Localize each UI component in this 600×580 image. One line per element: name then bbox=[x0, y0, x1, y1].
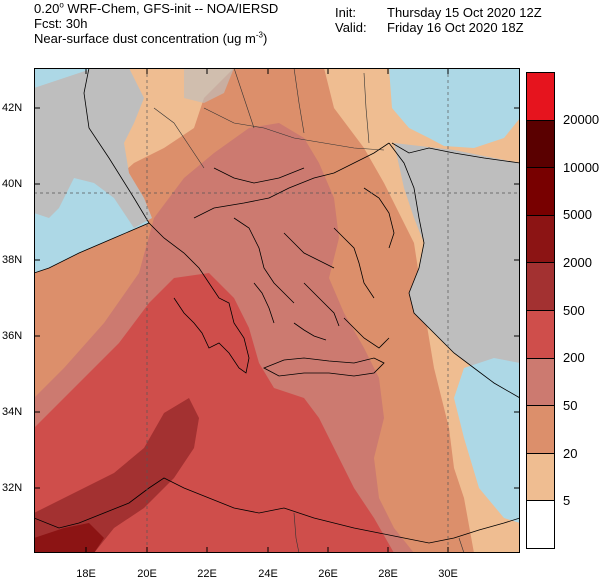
colorbar-swatch-3 bbox=[527, 215, 554, 264]
lat-label-38n: 38N bbox=[2, 254, 23, 266]
lon-label-24e: 24E bbox=[258, 568, 278, 580]
lat-label-36n: 36N bbox=[2, 330, 23, 342]
forecast-hour: Fcst: 30h bbox=[34, 16, 88, 31]
colorbar-label-50: 50 bbox=[563, 398, 578, 413]
unit-exponent: -3 bbox=[255, 30, 263, 40]
lon-label-26e: 26E bbox=[318, 568, 338, 580]
dust-concentration-map bbox=[34, 68, 520, 553]
init-time: Init: Thursday 15 Oct 2020 12Z bbox=[335, 5, 542, 20]
sea-black bbox=[389, 68, 520, 148]
model-title: 0.20o WRF-Chem, GFS-init -- NOA/IERSD bbox=[34, 1, 278, 16]
lon-label-30e: 30E bbox=[438, 568, 458, 580]
lat-label-42n: 42N bbox=[2, 102, 23, 114]
lon-label-20e: 20E bbox=[137, 568, 157, 580]
colorbar-swatch-0 bbox=[527, 73, 554, 121]
coastlines bbox=[34, 68, 520, 544]
country-borders bbox=[153, 68, 465, 553]
dust-band-500-2000 bbox=[34, 398, 199, 553]
lat-ticks bbox=[34, 107, 520, 489]
colorbar-label-20: 20 bbox=[563, 446, 578, 461]
valid-value: Friday 16 Oct 2020 18Z bbox=[387, 20, 524, 35]
init-label: Init: bbox=[335, 5, 356, 20]
colorbar-swatch-7 bbox=[527, 406, 554, 454]
colorbar-swatch-9 bbox=[527, 501, 554, 548]
model-resolution: 0.20 bbox=[34, 1, 60, 16]
map-frame bbox=[34, 68, 520, 553]
model-name: WRF-Chem, GFS-init -- NOA/IERSD bbox=[63, 1, 279, 16]
colorbar-label-500: 500 bbox=[563, 303, 585, 318]
land-italy bbox=[34, 68, 152, 228]
map-header-left: 0.20o WRF-Chem, GFS-init -- NOA/IERSD Fc… bbox=[34, 1, 278, 46]
lat-label-32n: 32N bbox=[2, 482, 23, 494]
sea-levant bbox=[454, 358, 520, 523]
lon-label-18e: 18E bbox=[76, 568, 96, 580]
valid-label: Valid: bbox=[335, 20, 367, 35]
colorbar-label-10000: 10000 bbox=[563, 160, 600, 175]
init-value: Thursday 15 Oct 2020 12Z bbox=[387, 5, 542, 20]
colorbar-swatch-5 bbox=[527, 310, 554, 359]
colorbar-swatch-4 bbox=[527, 263, 554, 311]
graticule bbox=[34, 68, 520, 553]
dust-band-2000-5000 bbox=[34, 523, 104, 553]
lon-label-28e: 28E bbox=[378, 568, 398, 580]
land-balkans-north bbox=[184, 68, 234, 103]
colorbar-label-5000: 5000 bbox=[563, 207, 592, 222]
map-canvas bbox=[34, 68, 520, 553]
lon-label-22e: 22E bbox=[197, 568, 217, 580]
colorbar-label-5: 5 bbox=[563, 493, 571, 508]
land-turkey bbox=[394, 143, 520, 398]
valid-time: Valid: Friday 16 Oct 2020 18Z bbox=[335, 20, 542, 35]
lat-label-34n: 34N bbox=[2, 406, 23, 418]
lat-label-40n: 40N bbox=[2, 178, 23, 190]
colorbar-label-200: 200 bbox=[563, 350, 585, 365]
variable-name: Near-surface dust concentration (ug m-3) bbox=[34, 30, 268, 46]
colorbar-swatch-6 bbox=[527, 358, 554, 407]
colorbar-swatch-2 bbox=[527, 168, 554, 216]
colorbar-swatch-8 bbox=[527, 453, 554, 502]
colorbar-legend bbox=[526, 72, 555, 549]
colorbar-swatch-1 bbox=[527, 120, 554, 169]
colorbar-label-20000: 20000 bbox=[563, 112, 600, 127]
degree-mark: o bbox=[59, 0, 64, 10]
colorbar-label-2000: 2000 bbox=[563, 255, 592, 270]
map-header-right: Init: Thursday 15 Oct 2020 12Z Valid: Frid… bbox=[335, 5, 542, 35]
lon-ticks bbox=[85, 68, 449, 553]
